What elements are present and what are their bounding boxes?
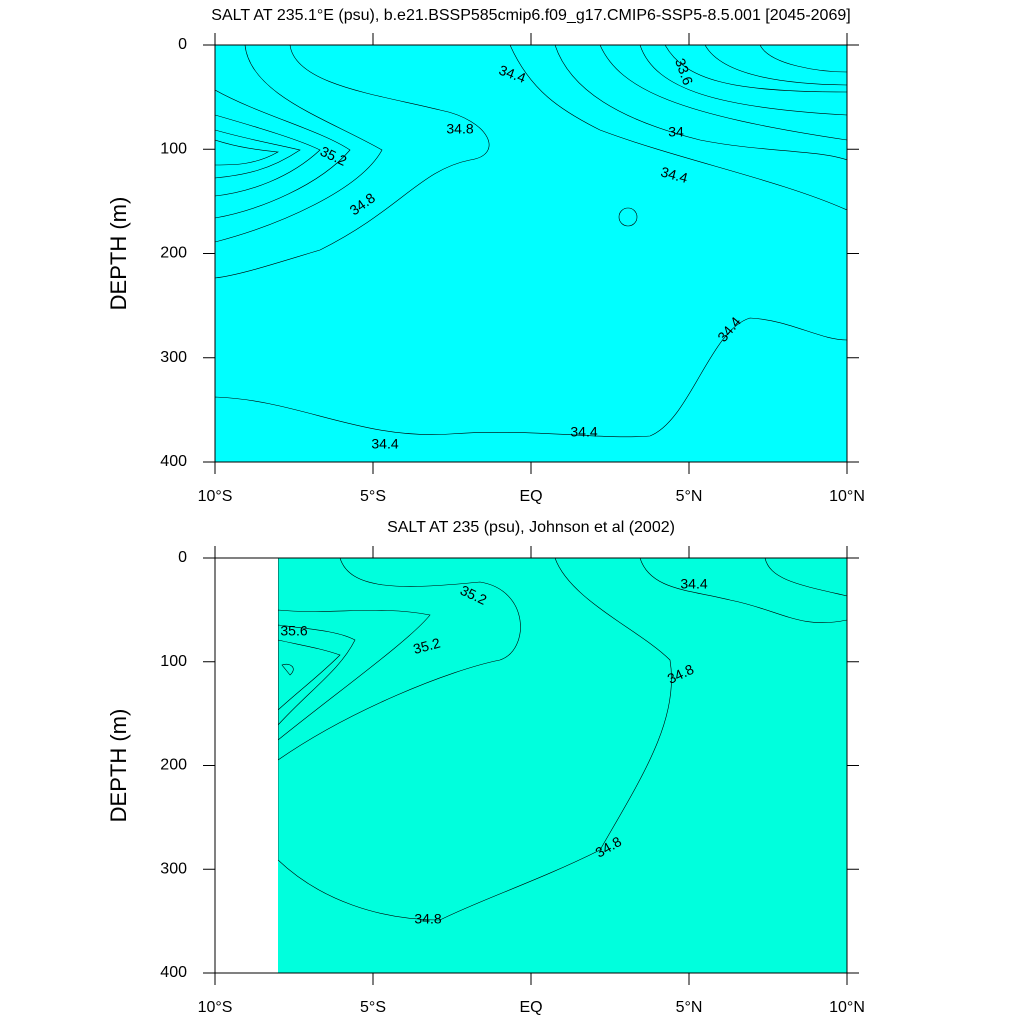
contour-label: 34.4 [659,163,690,186]
contour-label: 35.6 [280,623,307,639]
contour-label: 34.8 [414,911,441,927]
y-tick-label: 400 [160,453,187,470]
contour-label: 34.4 [371,436,398,452]
y-axis-label: DEPTH (m) [106,709,131,823]
contour-fill [278,558,847,973]
chart-title: SALT AT 235.1°E (psu), b.e21.BSSP585cmip… [211,7,850,24]
y-tick-label: 200 [160,757,187,774]
contour-fill [215,45,847,462]
x-tick-label: EQ [519,999,542,1016]
x-tick-label: 10°S [198,999,233,1016]
y-tick-label: 100 [160,653,187,670]
contour-label: 34.8 [446,121,473,137]
y-tick-label: 0 [178,36,187,53]
contour-label: 34 [668,124,684,140]
x-tick-label: 5°S [360,488,386,505]
x-tick-label: 10°N [829,488,865,505]
y-tick-label: 200 [160,245,187,262]
y-tick-label: 300 [160,349,187,366]
contour-label: 34.4 [570,424,597,440]
y-tick-label: 100 [160,140,187,157]
chart-title: SALT AT 235 (psu), Johnson et al (2002) [387,519,675,536]
y-tick-label: 300 [160,860,187,877]
x-tick-label: 10°S [198,488,233,505]
x-tick-label: 10°N [829,999,865,1016]
x-tick-label: 5°N [676,999,703,1016]
y-tick-label: 0 [178,549,187,566]
contour-label: 35.2 [411,634,442,657]
x-tick-label: 5°N [676,488,703,505]
contour-label: 34.4 [680,576,707,592]
x-tick-label: 5°S [360,999,386,1016]
y-tick-label: 400 [160,964,187,981]
x-tick-label: EQ [519,488,542,505]
y-axis-label: DEPTH (m) [106,197,131,311]
